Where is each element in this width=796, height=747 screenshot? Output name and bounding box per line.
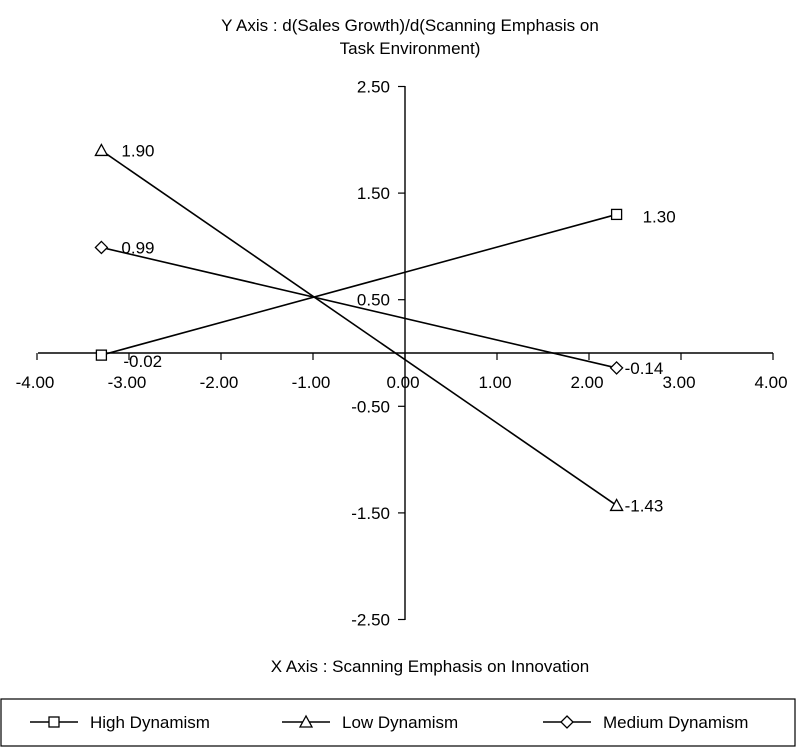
series-line-low-dynamism (100, 149, 618, 507)
legend: High Dynamism Low Dynamism Medium Dynamism (30, 713, 748, 732)
data-label: -0.02 (123, 352, 162, 371)
series-line-high-dynamism (101, 213, 617, 356)
y-tick-label: -2.50 (351, 611, 390, 630)
data-label: -0.14 (625, 359, 664, 378)
triangle-marker (609, 498, 624, 512)
x-tick-label: 3.00 (662, 373, 695, 392)
series-lines (100, 149, 618, 507)
data-label: 1.90 (121, 141, 154, 160)
y-tick-label: 2.50 (357, 78, 390, 97)
legend-label: Low Dynamism (342, 713, 458, 732)
x-tick-label: 0.00 (386, 373, 419, 392)
x-ticks: -4.00 -3.00 -2.00 -1.00 0.00 1.00 2.00 3.00 4.00 (16, 353, 788, 392)
y-ticks: 2.50 1.50 0.50 -0.50 -1.50 -2.50 (351, 78, 405, 630)
y-tick-label: 0.50 (357, 291, 390, 310)
x-axis-title: X Axis : Scanning Emphasis on Innovation (271, 657, 589, 676)
legend-label: High Dynamism (90, 713, 210, 732)
legend-triangle-marker (298, 714, 314, 728)
x-tick-label: -3.00 (108, 373, 147, 392)
x-tick-label: -2.00 (200, 373, 239, 392)
diamond-marker (609, 361, 624, 375)
y-axis-title-line-2: Task Environment) (340, 39, 481, 58)
series-line-medium-dynamism (101, 246, 617, 369)
legend-square-marker (48, 716, 60, 728)
triangle-marker (94, 143, 109, 157)
legend-box (0, 698, 796, 747)
y-tick-label: -1.50 (351, 504, 390, 523)
x-tick-label: -4.00 (16, 373, 55, 392)
square-marker (610, 208, 623, 221)
square-marker (95, 349, 108, 361)
y-tick-label: 1.50 (357, 184, 390, 203)
legend-diamond-marker (560, 715, 574, 729)
y-axis-title-line-1: Y Axis : d(Sales Growth)/d(Scanning Emph… (221, 16, 599, 35)
x-tick-label: 2.00 (570, 373, 603, 392)
legend-label: Medium Dynamism (603, 713, 748, 732)
diamond-marker (94, 240, 109, 255)
data-label: -1.43 (625, 496, 664, 515)
x-tick-label: 1.00 (478, 373, 511, 392)
data-labels: -0.02 1.30 1.90 -1.43 0.99 -0.14 (121, 141, 675, 515)
series-markers (94, 143, 624, 512)
data-label: 0.99 (121, 238, 154, 257)
x-tick-label: -1.00 (292, 373, 331, 392)
x-tick-label: 4.00 (754, 373, 787, 392)
y-tick-label: -0.50 (351, 397, 390, 416)
data-label: 1.30 (643, 207, 676, 226)
